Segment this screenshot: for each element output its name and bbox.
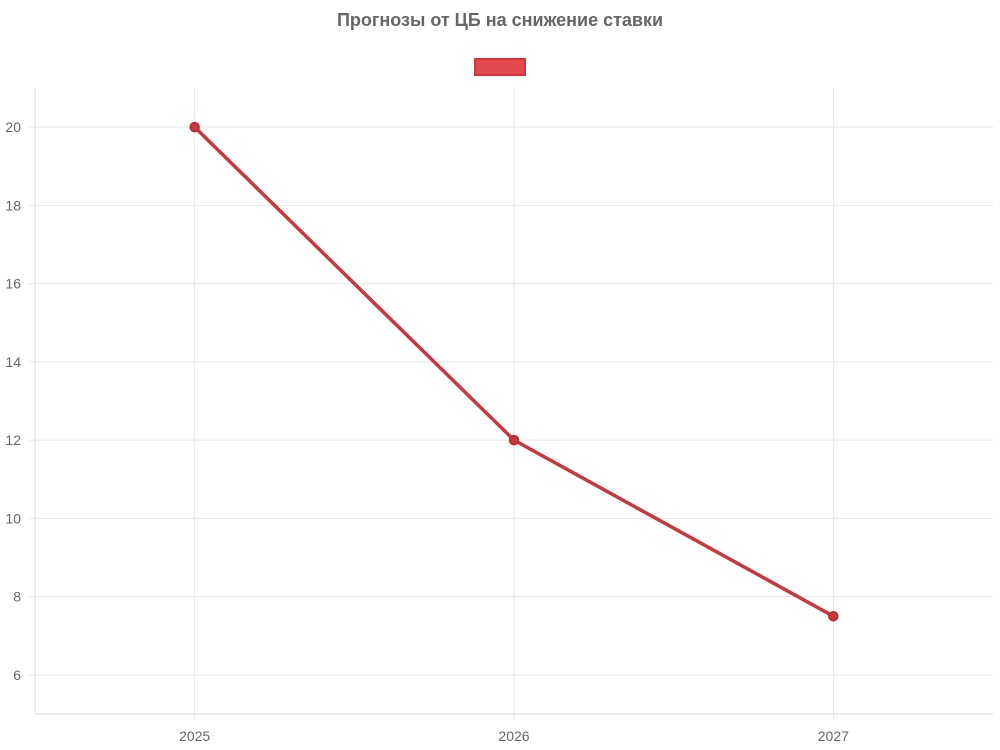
series-layer: [189, 121, 839, 622]
data-point-2026: [508, 434, 520, 446]
x-axis-tick-labels: 2025 2026 2027: [179, 728, 849, 744]
legend-swatch-series-1[interactable]: [474, 58, 526, 76]
y-tick-label: 6: [13, 667, 21, 683]
y-tick-label: 18: [5, 197, 21, 213]
y-tick-label: 10: [5, 510, 21, 526]
y-tick-label: 14: [5, 354, 21, 370]
legend[interactable]: [0, 58, 1000, 76]
grid-lines: [29, 88, 993, 720]
chart-title: Прогнозы от ЦБ на снижение ставки: [336, 10, 664, 30]
axes: [34, 88, 993, 715]
x-tick-label: 2025: [179, 728, 210, 744]
data-point-2027: [828, 610, 839, 622]
y-tick-label: 8: [13, 589, 21, 605]
x-tick-label: 2027: [818, 728, 849, 744]
y-tick-label: 12: [5, 432, 21, 448]
x-tick-label: 2026: [498, 728, 529, 744]
y-tick-label: 16: [5, 276, 21, 292]
y-tick-label: 20: [5, 119, 21, 135]
data-point-2025: [189, 121, 200, 133]
y-axis-tick-labels: 6 8 10 12 14 16 18 20: [5, 119, 21, 683]
